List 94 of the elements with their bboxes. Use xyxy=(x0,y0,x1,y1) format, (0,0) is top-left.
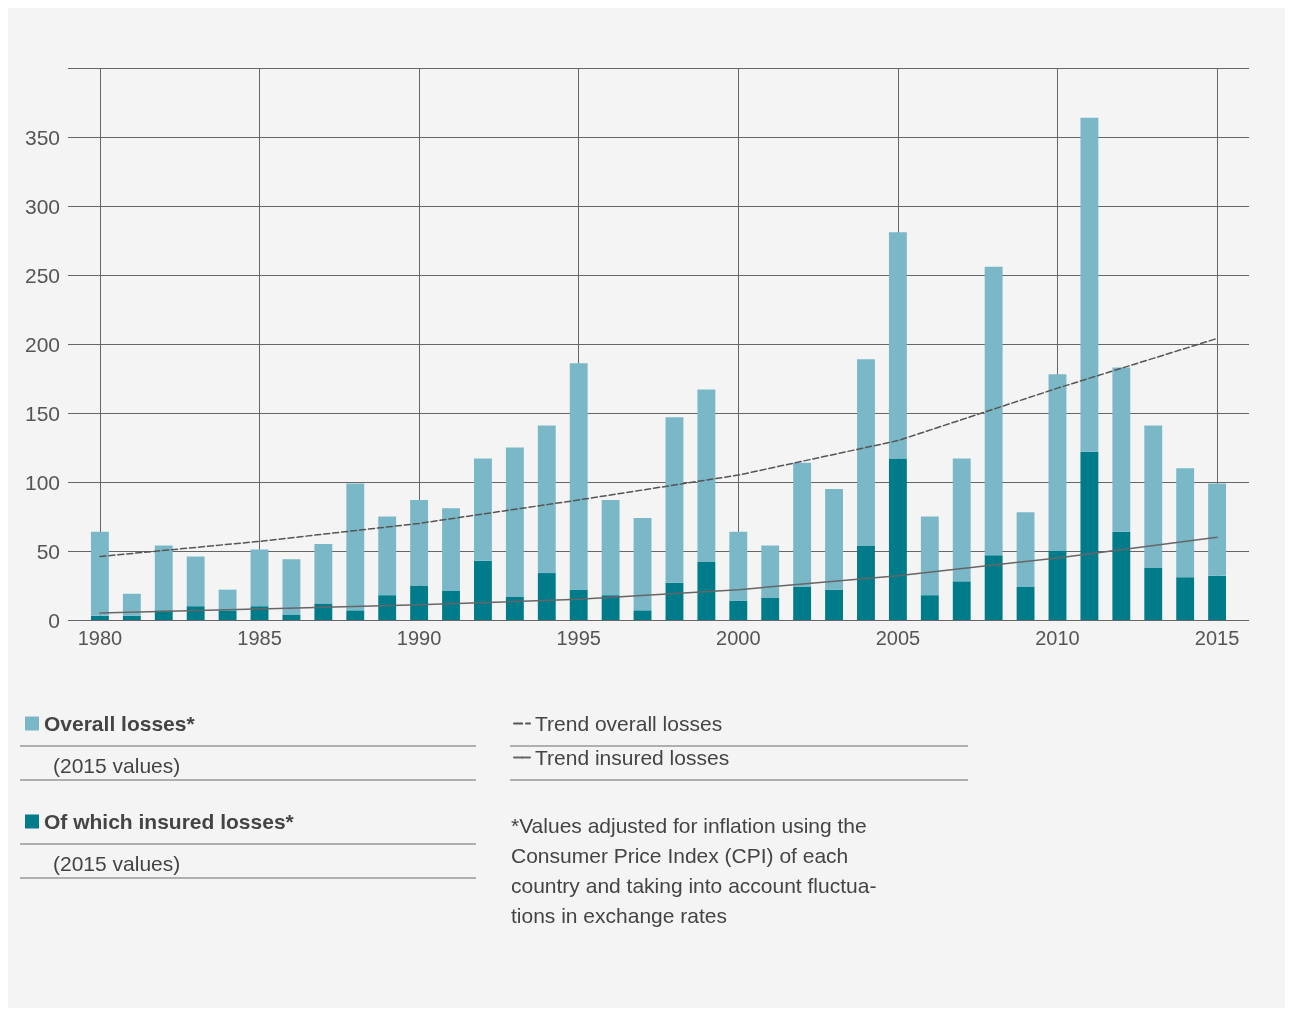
y-tick-label: 0 xyxy=(48,608,60,632)
bar xyxy=(186,606,205,620)
bar xyxy=(1048,551,1067,620)
y-tick-label: 200 xyxy=(24,332,60,356)
x-tick-label: 2015 xyxy=(1194,627,1240,649)
bar xyxy=(1144,567,1163,620)
bar xyxy=(601,595,620,620)
legend-label: Overall losses* xyxy=(44,712,196,735)
bar xyxy=(1080,117,1099,452)
bar xyxy=(857,545,875,620)
bar xyxy=(282,559,301,615)
legend-label: Of which insured losses* xyxy=(44,810,295,833)
bar xyxy=(218,610,237,620)
x-tick-label: 1990 xyxy=(396,627,442,649)
bar xyxy=(314,544,333,604)
y-tick-label: 100 xyxy=(24,470,60,494)
bar xyxy=(218,589,237,611)
bar xyxy=(537,573,556,620)
bar xyxy=(346,610,365,620)
bar xyxy=(186,556,205,607)
bar xyxy=(888,232,907,459)
bar xyxy=(410,585,429,620)
bar xyxy=(1016,586,1035,620)
bar xyxy=(793,462,812,587)
bar xyxy=(952,581,971,620)
bar xyxy=(984,266,1003,556)
bar xyxy=(1112,367,1131,532)
bar xyxy=(729,600,748,620)
bar xyxy=(474,560,492,620)
bar xyxy=(920,595,939,620)
bar xyxy=(154,545,173,611)
bar xyxy=(314,603,333,620)
legend-label: Trend overall losses xyxy=(535,712,723,735)
bar xyxy=(569,589,588,620)
y-tick-label: 350 xyxy=(24,125,60,149)
x-tick-label: 1980 xyxy=(77,627,123,649)
text: *Values adjusted for inflation using the Consumer Price Index (CPI) of each country and taking into account fluctua- tions in exchange rates xyxy=(511,813,877,927)
bar xyxy=(90,531,109,616)
bar xyxy=(761,597,780,620)
bar xyxy=(1048,374,1067,551)
bar xyxy=(1080,451,1099,620)
bar xyxy=(569,363,588,590)
x-tick-label: 2000 xyxy=(716,627,761,649)
bar xyxy=(1176,577,1195,620)
bar xyxy=(505,596,524,620)
x-tick-label: 1995 xyxy=(556,627,601,649)
y-tick-label: 50 xyxy=(36,539,60,563)
bar xyxy=(250,549,269,607)
legend-label: Trend insured losses xyxy=(535,746,730,769)
text: (2015 values) xyxy=(53,753,181,777)
bar xyxy=(952,458,971,582)
bar xyxy=(1208,575,1227,620)
bar xyxy=(633,517,652,611)
bar xyxy=(474,458,492,561)
bar xyxy=(601,499,620,596)
bar xyxy=(1112,531,1131,620)
y-tick-label: 300 xyxy=(24,194,60,218)
bar xyxy=(920,516,939,596)
bar xyxy=(410,499,429,586)
bar xyxy=(1016,512,1035,587)
bar xyxy=(888,458,907,620)
bar xyxy=(793,586,812,620)
x-tick-label: 1985 xyxy=(237,627,282,649)
bar xyxy=(984,555,1003,620)
bar xyxy=(537,425,556,574)
bar xyxy=(665,417,684,583)
bar xyxy=(122,615,141,620)
y-tick-label: 250 xyxy=(24,263,60,287)
bar xyxy=(378,516,397,596)
bar xyxy=(282,614,301,620)
bar xyxy=(442,591,460,620)
bar xyxy=(825,488,843,590)
bar xyxy=(1208,483,1227,576)
bar xyxy=(761,545,780,598)
bar xyxy=(346,483,365,611)
bar xyxy=(442,508,460,592)
line-series xyxy=(99,337,1218,558)
bar xyxy=(857,359,875,546)
bar xyxy=(697,389,716,563)
text: (2015 values) xyxy=(53,851,181,875)
y-tick-label: 150 xyxy=(24,401,60,425)
x-tick-label: 2005 xyxy=(875,627,921,649)
bar xyxy=(505,447,524,597)
bar xyxy=(697,562,716,620)
bar xyxy=(378,595,397,620)
bar xyxy=(1144,425,1163,568)
x-tick-label: 2010 xyxy=(1035,627,1080,649)
bar xyxy=(122,593,141,616)
bar xyxy=(729,531,748,601)
bar xyxy=(1176,468,1195,578)
bar xyxy=(633,610,652,620)
bar xyxy=(665,582,684,620)
bar xyxy=(90,615,109,620)
bar xyxy=(825,589,843,620)
